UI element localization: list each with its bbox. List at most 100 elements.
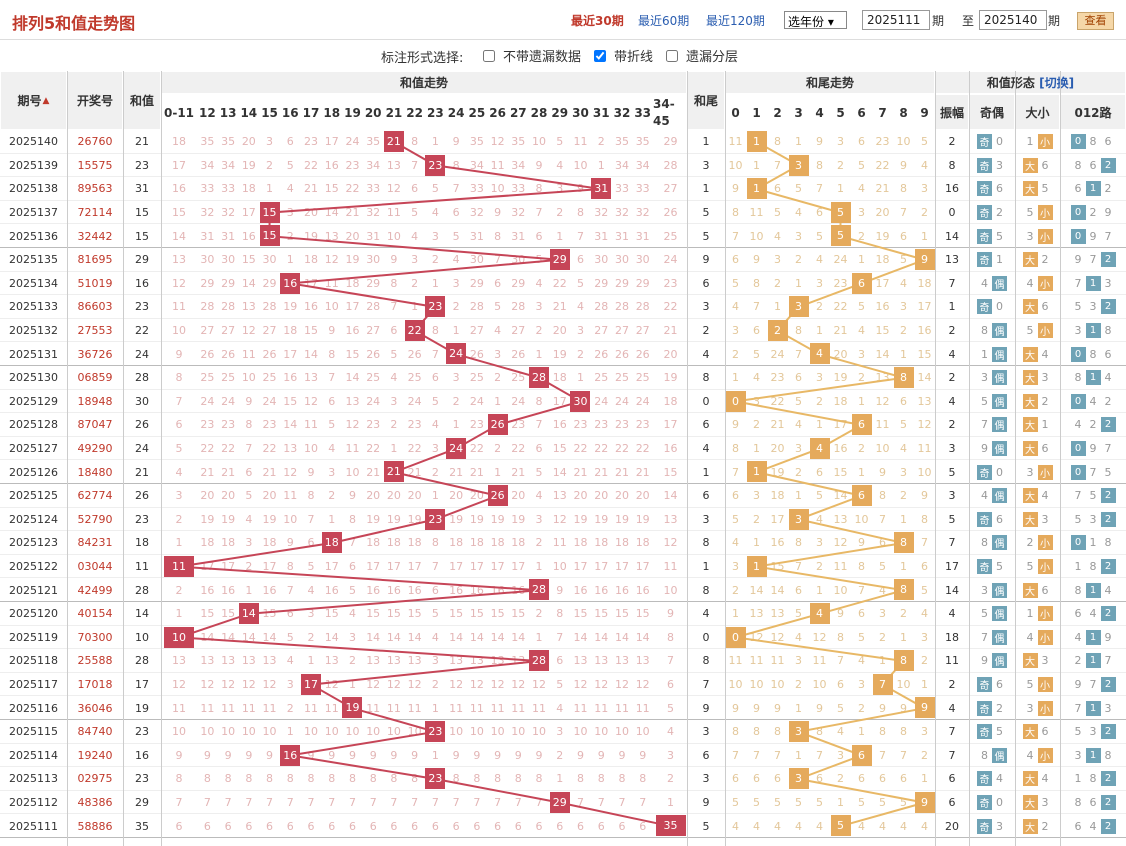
sum-omission-cell: 4: [431, 206, 439, 220]
sum-omission-cell: 24: [262, 394, 277, 408]
sum-hit-marker: 22: [404, 319, 425, 341]
issue-header[interactable]: 期号 ▲: [0, 71, 67, 130]
tail-omission-cell: 13: [917, 394, 932, 408]
tail-omission-cell: 1: [732, 371, 739, 385]
sum-omission-cell: 12: [511, 678, 526, 692]
query-button[interactable]: 查看: [1077, 12, 1114, 30]
sum-omission-cell: 30: [221, 253, 236, 267]
sum-omission-cell: 7: [514, 796, 522, 810]
sum-omission-cell: 6: [556, 819, 564, 833]
option-polyline[interactable]: 带折线: [594, 46, 653, 65]
tail-omission-cell: 9: [732, 701, 739, 715]
tail-omission-cell: 4: [809, 602, 830, 626]
table-header: 期号 ▲ 开奖号 和值 和值走势 和尾 和尾走势 和值形态 [切换] 振幅 奇偶 …: [0, 71, 1126, 130]
sum-omission-cell: 26: [407, 347, 422, 361]
sum-col-header: 26: [489, 105, 506, 120]
sum-omission-cell: 4: [667, 725, 675, 739]
sum-omission-cell: 27: [635, 324, 650, 338]
sum-omission-cell: 5: [431, 182, 439, 196]
tail-col-header: 1: [752, 105, 761, 120]
sum-col-header: 22: [406, 105, 423, 120]
sum-omission-cell: 11: [324, 701, 339, 715]
table-row: 2025125 62774 26 3 20 20 5 20 11 8 2 9 20 20 20 1 20 20 26…: [0, 484, 1126, 508]
sum-omission-cell: 6: [411, 819, 419, 833]
sum-omission-cell: 2: [535, 607, 543, 621]
sum-omission-cell: 2: [328, 489, 336, 503]
recent-60-link[interactable]: 最近60期: [638, 14, 690, 28]
sum-omission-cell: 21: [221, 465, 236, 479]
issue-cell: 2025112: [9, 796, 58, 810]
sum-omission-cell: 2: [266, 158, 274, 172]
amplitude-cell: 2: [948, 371, 956, 385]
tail-omission-cell: 17: [875, 276, 890, 290]
sum-cell: 23: [135, 725, 149, 739]
switch-link[interactable]: [切换]: [1039, 76, 1075, 90]
sum-omission-cell: 33: [221, 182, 236, 196]
sum-omission-cell: 4: [286, 182, 294, 196]
sum-omission-cell: 21: [469, 465, 484, 479]
tail-omission-cell: 11: [833, 560, 848, 574]
sum-omission-cell: 8: [576, 772, 584, 786]
option-layered-checkbox[interactable]: [666, 49, 678, 62]
sum-omission-cell: 27: [262, 324, 277, 338]
sum-omission-cell: 5: [390, 347, 398, 361]
sum-omission-cell: 29: [549, 248, 570, 272]
sum-omission-cell: 23: [200, 418, 215, 432]
sum-omission-cell: 24: [407, 394, 422, 408]
tail-omission-cell: 4: [732, 819, 739, 833]
tail-omission-cell: 10: [917, 465, 932, 479]
sum-hit-marker: 24: [446, 437, 467, 459]
sum-hit-marker: 10: [164, 626, 194, 648]
tail-omission-cell: 1: [732, 607, 739, 621]
issue-cell: 2025131: [9, 347, 58, 361]
option-no-omission-label: 不带遗漏数据: [503, 50, 582, 65]
option-polyline-checkbox[interactable]: [594, 49, 606, 62]
sum-omission-cell: 10: [345, 725, 360, 739]
sum-hit-marker: 14: [238, 603, 259, 624]
year-select[interactable]: 选年份 ▾: [784, 11, 847, 29]
tail-omission-cell: 6: [851, 484, 872, 508]
option-layered-label: 遗漏分层: [686, 50, 739, 65]
tail-omission-cell: 10: [875, 442, 890, 456]
sum-col-header: 34-45: [653, 96, 675, 128]
option-no-omission-checkbox[interactable]: [483, 49, 495, 62]
sum-omission-cell: 10: [324, 300, 339, 314]
sum-omission-cell: 25: [635, 371, 650, 385]
sum-omission-cell: 3: [286, 678, 294, 692]
tail-omission-cell: 5: [879, 796, 886, 810]
sum-omission-cell: 24: [614, 394, 629, 408]
sum-omission-cell: 1: [535, 560, 543, 574]
option-no-omission[interactable]: 不带遗漏数据: [483, 46, 581, 65]
sum-omission-cell: 26: [469, 347, 484, 361]
issue-unit-label-2: 期: [1048, 14, 1061, 28]
tail-omission-cell: 2: [900, 324, 907, 338]
sum-omission-cell: 7: [494, 253, 502, 267]
issue-cell: 2025116: [9, 701, 58, 715]
sum-omission-cell: 6: [535, 229, 543, 243]
recent-30-link[interactable]: 最近30期: [571, 14, 624, 28]
sum-col-header: 30: [572, 105, 589, 120]
table-row: 2025117 17018 17 12 12 12 12 12 3 17 12 1 12 12 12 2 12 1…: [0, 673, 1126, 697]
sum-omission-cell: 7: [431, 347, 439, 361]
to-issue-input[interactable]: [979, 10, 1047, 30]
sum-cell: 23: [135, 300, 149, 314]
recent-120-link[interactable]: 最近120期: [706, 14, 765, 28]
from-issue-input[interactable]: [862, 10, 930, 30]
sum-omission-cell: 26: [635, 347, 650, 361]
sum-omission-cell: 2: [175, 512, 183, 526]
sum-omission-cell: 14: [407, 630, 422, 644]
option-layered[interactable]: 遗漏分层: [666, 46, 738, 65]
sum-omission-cell: 5: [431, 607, 439, 621]
sum-omission-cell: 29: [221, 276, 236, 290]
